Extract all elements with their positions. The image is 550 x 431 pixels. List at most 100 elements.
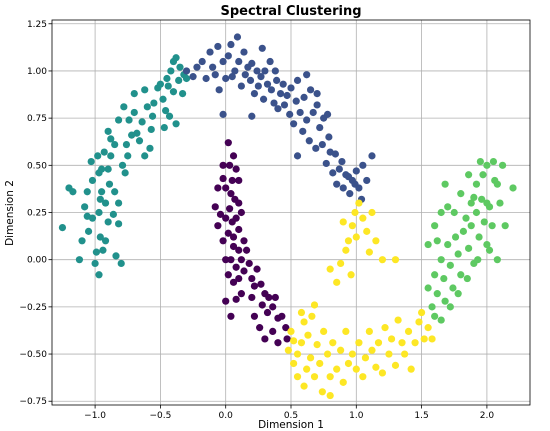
data-point [258, 44, 266, 52]
data-point [297, 339, 306, 347]
data-point [428, 303, 436, 311]
data-point [266, 57, 274, 66]
data-point [130, 90, 138, 98]
data-point [465, 171, 473, 179]
data-point [130, 108, 138, 117]
chart-title: Spectral Clustering [220, 4, 361, 19]
data-point [246, 76, 255, 84]
data-point [457, 271, 465, 279]
data-point [78, 237, 86, 245]
data-point [437, 208, 445, 217]
data-point [344, 359, 353, 368]
data-point [120, 103, 128, 111]
y-tick-label: 1.00 [27, 67, 47, 77]
data-point [450, 208, 458, 217]
data-point [229, 152, 238, 160]
data-point [135, 137, 144, 145]
data-point [454, 290, 462, 298]
data-point [227, 190, 235, 198]
data-point [179, 90, 187, 98]
data-point [224, 271, 232, 279]
data-point [104, 165, 112, 173]
data-point [440, 274, 448, 283]
data-point [329, 339, 337, 347]
data-point [498, 161, 507, 169]
data-point [273, 76, 281, 84]
data-point [263, 308, 272, 317]
data-point [381, 324, 389, 332]
data-point [280, 101, 289, 109]
data-point [433, 237, 441, 245]
data-point [143, 103, 151, 111]
data-point [104, 218, 112, 226]
data-point [378, 369, 387, 377]
data-point [287, 327, 295, 335]
data-point [254, 82, 262, 90]
data-point [107, 135, 115, 143]
data-point [283, 91, 291, 100]
x-tick-label: −1.0 [84, 411, 106, 421]
data-point [115, 116, 123, 124]
data-point [91, 259, 99, 268]
data-point [378, 256, 387, 264]
data-point [224, 229, 232, 237]
data-point [401, 350, 409, 358]
data-point [84, 227, 93, 235]
y-tick-label: 1.25 [27, 20, 47, 30]
y-axis-ticks: −0.75 −0.50 −0.25 0.00 0.25 0.50 0.75 1.00 1.25 [19, 20, 52, 407]
data-point [163, 74, 171, 83]
data-point [374, 339, 383, 347]
y-tick-label: 0.75 [27, 114, 47, 124]
data-point [359, 214, 367, 222]
data-point [493, 256, 501, 264]
data-point [240, 48, 248, 56]
data-point [278, 312, 286, 320]
data-point [231, 67, 239, 75]
data-point [160, 123, 168, 132]
data-point [232, 214, 240, 222]
data-point [300, 382, 308, 390]
data-point [147, 125, 155, 134]
data-point [316, 359, 324, 368]
data-points [58, 33, 517, 400]
data-point [261, 67, 269, 75]
data-point [87, 157, 95, 166]
data-point [290, 359, 298, 368]
data-point [449, 284, 457, 292]
data-point [424, 324, 432, 332]
x-tick-label: 1.0 [349, 411, 364, 421]
data-point [237, 82, 245, 90]
data-point [323, 350, 332, 358]
data-point [320, 327, 328, 335]
data-point [198, 57, 206, 66]
data-point [148, 112, 157, 120]
data-point [420, 335, 428, 343]
data-point [475, 233, 483, 241]
data-point [219, 57, 227, 66]
data-point [493, 180, 501, 188]
data-point [211, 71, 219, 79]
data-point [227, 256, 235, 264]
data-point [92, 248, 101, 256]
data-point [351, 208, 359, 217]
data-point [229, 233, 238, 241]
data-point [150, 99, 158, 107]
data-point [322, 159, 330, 168]
data-point [290, 337, 298, 345]
data-point [222, 74, 230, 83]
data-point [58, 223, 67, 232]
data-point [470, 193, 478, 202]
data-point [355, 199, 363, 207]
data-point [88, 176, 97, 185]
data-point [428, 335, 436, 343]
data-point [496, 199, 504, 207]
data-point [95, 208, 103, 217]
data-point [172, 120, 180, 128]
data-point [323, 110, 332, 118]
y-tick-label: 0.25 [27, 209, 47, 219]
data-point [363, 176, 371, 185]
data-point [313, 101, 321, 109]
data-point [398, 339, 406, 347]
data-point [344, 237, 353, 245]
data-point [333, 180, 341, 188]
